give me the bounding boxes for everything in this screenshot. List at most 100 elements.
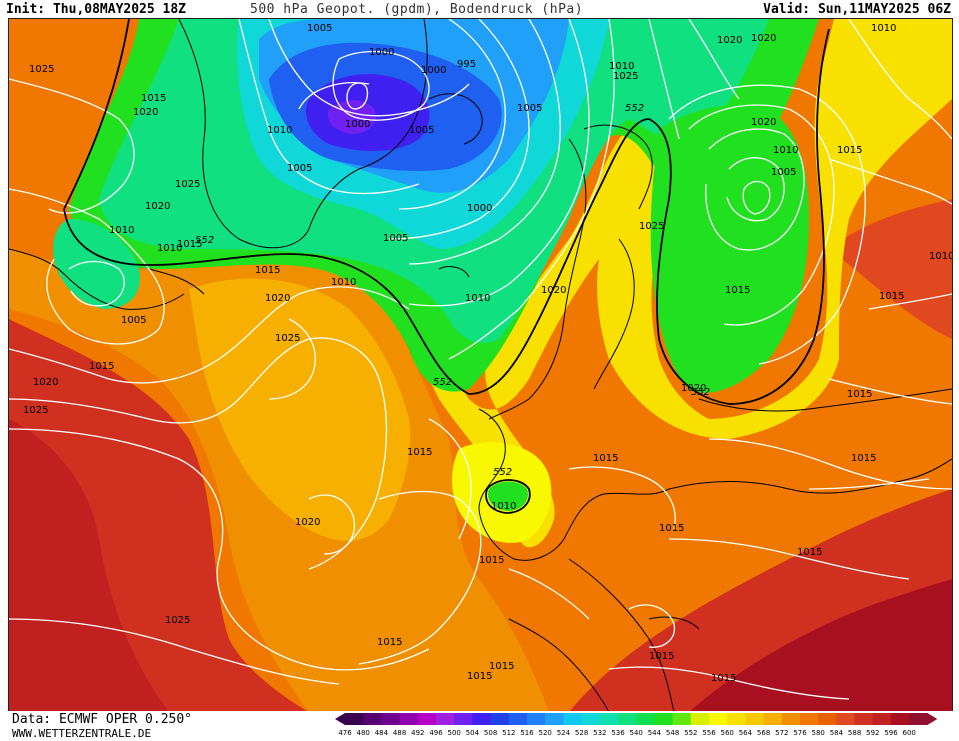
colorbar-swatches — [335, 713, 938, 725]
colorbar-tick-label: 592 — [866, 729, 879, 737]
pressure-label: 1015 — [407, 447, 432, 458]
colorbar-tick-label: 532 — [593, 729, 606, 737]
colorbar-tick-label: 548 — [666, 729, 679, 737]
pressure-labels: 1025 1005 1000 995 1020 1025 1010 1015 1… — [23, 23, 952, 684]
colorbar-swatch — [545, 713, 564, 725]
colorbar-swatch — [709, 713, 728, 725]
colorbar-tick-label: 596 — [884, 729, 898, 737]
colorbar-tick-label: 488 — [393, 729, 406, 737]
colorbar-swatch — [818, 713, 837, 725]
colorbar-tick-label: 576 — [793, 729, 807, 737]
pressure-label: 1025 — [165, 615, 190, 626]
pressure-label: 1010 — [871, 23, 896, 34]
colorbar-tick-label: 572 — [775, 729, 788, 737]
pressure-label: 1015 — [851, 453, 876, 464]
pressure-label: 1015 — [377, 637, 402, 648]
colorbar-tick-label: 564 — [739, 729, 753, 737]
colorbar-swatch — [454, 713, 473, 725]
colorbar-arrow-left — [335, 713, 345, 725]
colorbar-tick-label: 536 — [611, 729, 625, 737]
init-time-label: Init: Thu,08MAY2025 18Z — [6, 2, 187, 17]
map-title: 500 hPa Geopot. (gpdm), Bodendruck (hPa) — [250, 2, 584, 17]
pressure-label: 1005 — [287, 163, 312, 174]
colorbar-tick-label: 520 — [539, 729, 552, 737]
colorbar-tick-label: 552 — [684, 729, 697, 737]
field-darkred-southeast — [689, 579, 952, 712]
colorbar-tick-label: 544 — [648, 729, 662, 737]
map-footer: Data: ECMWF OPER 0.250° WWW.WETTERZENTRA… — [0, 711, 959, 741]
colorbar-swatch — [781, 713, 801, 725]
colorbar-swatch — [345, 713, 364, 725]
pressure-label: 1020 — [145, 201, 170, 212]
colorbar-swatch — [800, 713, 819, 725]
colorbar-swatch — [672, 713, 692, 725]
pressure-label: 1010 — [609, 61, 634, 72]
pressure-label: 1005 — [409, 125, 434, 136]
field-green-newfoundland — [53, 219, 140, 309]
pressure-label: 1015 — [711, 673, 736, 684]
weather-map[interactable]: 1025 1005 1000 995 1020 1025 1010 1015 1… — [8, 18, 953, 713]
pressure-label: 1020 — [751, 33, 776, 44]
colorbar-swatch — [363, 713, 382, 725]
pressure-label: 1025 — [639, 221, 664, 232]
pressure-label: 1010 — [491, 501, 516, 512]
pressure-label: 1015 — [837, 145, 862, 156]
field-orange-light-atlantic — [189, 278, 411, 541]
pressure-label: 1020 — [295, 517, 320, 528]
pressure-label: 1015 — [649, 651, 674, 662]
pressure-label: 1010 — [773, 145, 798, 156]
colorbar-swatch — [854, 713, 874, 725]
colorbar-swatch — [381, 713, 401, 725]
colorbar-swatch — [581, 713, 601, 725]
pressure-label: 1025 — [275, 333, 300, 344]
pressure-label: 1020 — [133, 107, 158, 118]
colorbar-arrow-right — [927, 713, 938, 725]
field-green-scandinavia — [650, 105, 809, 393]
colorbar-swatch — [436, 713, 455, 725]
geopotential-labels: 552 552 552 552 552 — [195, 103, 710, 478]
pressure-label: 1025 — [613, 71, 638, 82]
colorbar-swatch — [654, 713, 674, 725]
colorbar-swatch — [763, 713, 783, 725]
pressure-label: 1020 — [717, 35, 742, 46]
pressure-label: 1015 — [177, 239, 202, 250]
isobars — [9, 19, 952, 700]
colorbar-swatch — [636, 713, 655, 725]
pressure-label: 1020 — [751, 117, 776, 128]
colorbar-swatch — [690, 713, 710, 725]
geopotential-552-contour — [63, 19, 830, 514]
colorbar-swatch — [891, 713, 910, 725]
colorbar-swatch — [490, 713, 510, 725]
colorbar-swatch — [909, 713, 928, 725]
pressure-label: 1015 — [479, 555, 504, 566]
pressure-label: 1015 — [879, 291, 904, 302]
pressure-label: 1000 — [467, 203, 492, 214]
colorbar-tick-label: 580 — [812, 729, 825, 737]
pressure-label: 1010 — [465, 293, 490, 304]
colorbar-swatch — [618, 713, 637, 725]
pressure-label: 1015 — [847, 389, 872, 400]
colorbar-tick-label: 484 — [375, 729, 389, 737]
pressure-label: 1015 — [467, 671, 492, 682]
colorbar-tick-label: 512 — [502, 729, 515, 737]
pressure-label: 1015 — [797, 547, 822, 558]
pressure-label: 1020 — [265, 293, 290, 304]
field-red-east — [829, 199, 952, 339]
colorbar-tick-label: 516 — [520, 729, 534, 737]
pressure-label: 1005 — [771, 167, 796, 178]
geopot-label: 552 — [625, 103, 644, 114]
colorbar-swatch — [599, 713, 619, 725]
pressure-label: 1015 — [725, 285, 750, 296]
pressure-label: 1000 — [421, 65, 446, 76]
colorbar-swatch — [872, 713, 892, 725]
field-darkred-southwest — [9, 419, 169, 712]
colorbar-tick-label: 492 — [411, 729, 424, 737]
pressure-label: 1000 — [345, 119, 370, 130]
colorbar-swatch — [527, 713, 546, 725]
pressure-label: 1005 — [307, 23, 332, 34]
colorbar-tick-label: 568 — [757, 729, 770, 737]
pressure-label: 1015 — [141, 93, 166, 104]
colorbar-tick-label: 480 — [357, 729, 370, 737]
colorbar-swatch — [727, 713, 746, 725]
colorbar-tick-label: 600 — [903, 729, 916, 737]
